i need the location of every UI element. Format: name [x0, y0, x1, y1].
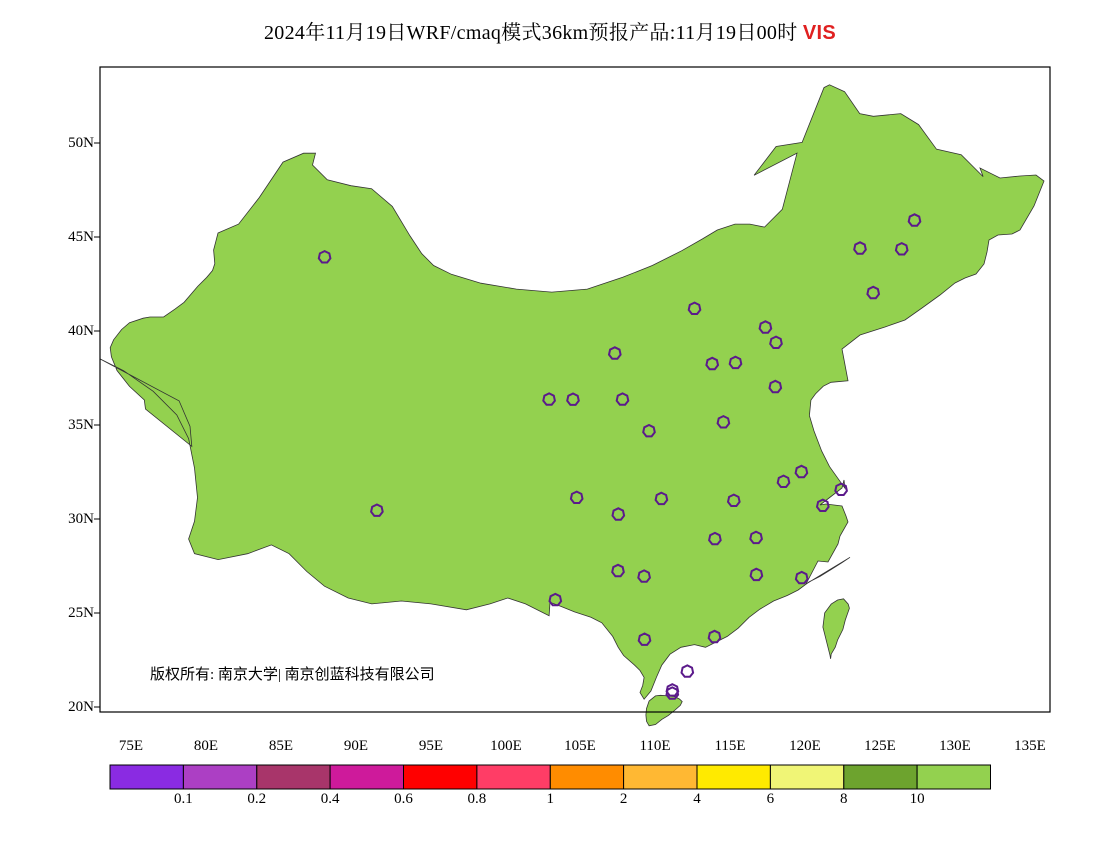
svg-text:45N: 45N — [68, 229, 94, 245]
svg-text:6: 6 — [767, 791, 775, 807]
svg-text:0.1: 0.1 — [174, 791, 193, 807]
svg-text:90E: 90E — [344, 738, 368, 754]
svg-text:50N: 50N — [68, 135, 94, 151]
svg-text:85E: 85E — [269, 738, 293, 754]
svg-text:0.6: 0.6 — [394, 791, 413, 807]
svg-text:版权所有: 南京大学| 南京创蓝科技有限公司: 版权所有: 南京大学| 南京创蓝科技有限公司 — [150, 666, 435, 683]
svg-text:35N: 35N — [68, 417, 94, 433]
svg-text:2: 2 — [620, 791, 628, 807]
svg-text:8: 8 — [840, 791, 848, 807]
svg-text:0.4: 0.4 — [321, 791, 340, 807]
svg-text:130E: 130E — [939, 738, 971, 754]
svg-text:80E: 80E — [194, 738, 218, 754]
svg-text:40N: 40N — [68, 323, 94, 339]
svg-text:110E: 110E — [639, 738, 670, 754]
svg-text:125E: 125E — [864, 738, 896, 754]
svg-text:105E: 105E — [564, 738, 596, 754]
svg-text:0.8: 0.8 — [468, 791, 487, 807]
svg-text:4: 4 — [693, 791, 701, 807]
svg-text:20N: 20N — [68, 699, 94, 715]
svg-text:120E: 120E — [789, 738, 821, 754]
svg-text:30N: 30N — [68, 511, 94, 527]
svg-text:95E: 95E — [419, 738, 443, 754]
svg-text:115E: 115E — [714, 738, 745, 754]
svg-text:25N: 25N — [68, 605, 94, 621]
svg-text:135E: 135E — [1014, 738, 1046, 754]
svg-text:10: 10 — [910, 791, 925, 807]
svg-text:100E: 100E — [490, 738, 522, 754]
svg-text:0.2: 0.2 — [247, 791, 266, 807]
svg-text:1: 1 — [547, 791, 555, 807]
svg-text:75E: 75E — [119, 738, 143, 754]
